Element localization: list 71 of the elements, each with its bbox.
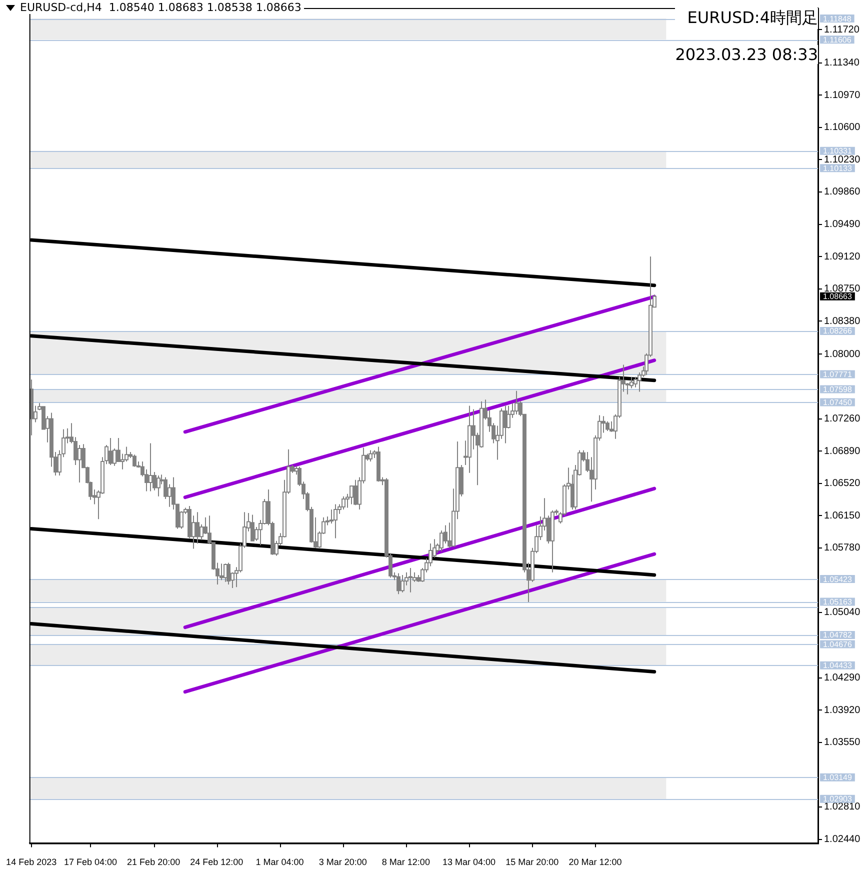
candlestick [506,405,510,429]
candlestick [168,484,172,508]
y-tick-label: 1.03550 [824,737,861,748]
ref-line-label: 1.11848 [823,14,852,24]
x-tick-label: 3 Mar 20:00 [318,857,367,868]
y-tick-label: 1.03920 [824,704,861,716]
x-tick-label: 24 Feb 12:00 [190,857,244,868]
ref-line-label: 1.10133 [823,164,852,173]
y-tick-label: 1.11340 [824,58,860,69]
ref-line-label: 1.04433 [823,661,852,670]
y-tick-label: 1.10230 [824,154,861,166]
candlestick [354,479,358,506]
candlestick [78,444,82,483]
y-tick-label: 1.07260 [824,414,861,425]
candlestick [226,562,230,586]
y-tick-label: 1.09120 [824,251,861,262]
y-tick-label: 1.06520 [824,478,861,490]
x-tick-label: 1 Mar 04:00 [256,857,304,868]
candlestick [196,512,200,544]
x-tick-label: 14 Feb 2023 [6,857,57,868]
x-tick-label: 15 Mar 20:00 [506,857,559,868]
y-tick-label: 1.02440 [824,834,861,846]
y-tick-label: 1.10970 [824,90,861,101]
x-tick-label: 21 Feb 20:00 [127,857,180,868]
y-tick-label: 1.06150 [824,510,861,522]
ref-line-label: 1.03149 [823,773,852,782]
candlestick [514,390,518,415]
annotation: EURUSD:4時間足 [675,8,818,29]
candlestick [220,563,224,581]
y-tick-label: 1.05040 [824,607,861,618]
candlestick [132,454,136,468]
candlestick [156,475,160,497]
ref-line-label: 1.04782 [823,630,852,640]
ref-line-label: 1.02903 [823,794,852,804]
candlestick [400,574,404,593]
candlestick [342,496,346,510]
ref-line-label: 1.04676 [823,640,852,649]
candlestick [148,442,152,492]
ref-line-label: 1.05163 [823,597,852,606]
x-tick-label: 13 Mar 04:00 [442,857,496,868]
candlestick [634,376,638,388]
candlestick [334,504,338,539]
candlestick [108,437,112,466]
ref-line-label: 1.08266 [823,326,852,336]
candlestick [368,450,372,462]
candlestick [408,567,412,593]
y-tick-label: 1.06890 [824,446,861,457]
chart-title: EURUSD-cd,H4 1.08540 1.08683 1.08538 1.08663 [20,1,302,14]
y-tick-label: 1.09490 [824,219,861,230]
ref-line-label: 1.11606 [823,35,852,44]
annotation: 2023.03.23 08:33 [675,45,818,64]
ref-line-label: 1.07598 [823,385,852,394]
ref-line-label: 1.05423 [823,574,852,584]
ref-line-label: 1.10331 [823,146,852,156]
x-tick-label: 20 Mar 12:00 [568,857,622,868]
candlestick [250,514,254,542]
y-tick-label: 1.02810 [824,802,861,813]
y-tick-label: 1.04290 [824,672,861,684]
y-tick-label: 1.10600 [824,122,861,134]
ref-line-label: 1.07771 [823,370,852,379]
candlestick [396,572,400,595]
x-tick-label: 17 Feb 04:00 [64,857,117,868]
y-tick-label: 1.08000 [824,348,861,360]
y-tick-label: 1.05780 [824,542,861,554]
candlestick [350,485,354,505]
y-tick-label: 1.08380 [824,316,861,327]
y-tick-label: 1.11720 [824,24,860,36]
y-tick-label: 1.09860 [824,186,861,198]
x-tick-label: 8 Mar 12:00 [382,857,430,868]
text: 1.08663 [823,292,852,302]
ref-line-label: 1.07450 [823,398,852,407]
